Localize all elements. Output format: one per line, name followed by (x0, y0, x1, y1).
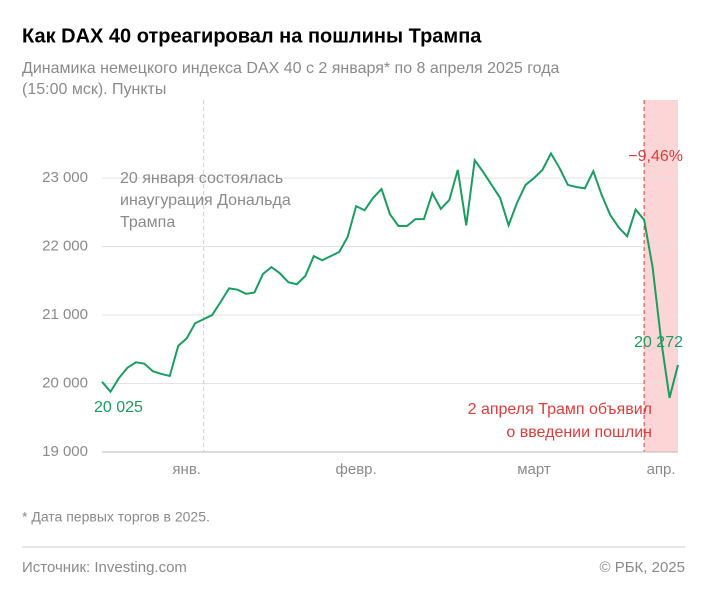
y-tick-label: 22 000 (42, 238, 88, 255)
annotation: 2 апреля Трамп объявил (468, 401, 652, 418)
subtitle: Динамика немецкого индекса DAX 40 с 2 ян… (22, 60, 560, 77)
chart-title: Как DAX 40 отреагировал на пошлины Трамп… (22, 25, 482, 47)
x-tick-label: янв. (172, 461, 201, 478)
y-tick-label: 20 000 (42, 374, 88, 391)
data-label: 20 025 (94, 399, 143, 416)
line (101, 151, 679, 399)
annotation: о введении пошлин (506, 424, 652, 441)
subtitle: (15:00 мск). Пункты (22, 81, 166, 98)
annotation: −9,46% (628, 148, 683, 165)
x-tick-label: апр. (647, 461, 676, 478)
copyright: © РБК, 2025 (599, 559, 685, 576)
source: Источник: Investing.com (22, 559, 187, 576)
highlight-region (644, 100, 678, 452)
y-tick-label: 19 000 (42, 443, 88, 460)
note: * Дата первых торгов в 2025. (22, 509, 210, 525)
annotation: инаугурация Дональда (120, 192, 291, 209)
y-tick-label: 23 000 (42, 169, 88, 186)
data-label: 20 272 (634, 334, 683, 351)
x-tick-label: февр. (336, 461, 377, 478)
x-tick-label: март (517, 461, 551, 478)
annotation: 20 января состоялась (120, 170, 283, 187)
y-tick-label: 21 000 (42, 306, 88, 323)
annotation: Трампа (120, 214, 175, 231)
